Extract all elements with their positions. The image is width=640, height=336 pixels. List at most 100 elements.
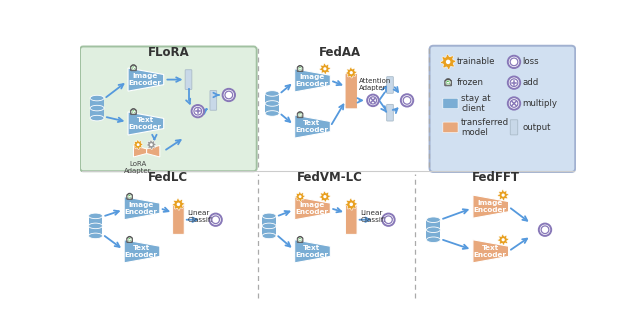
Polygon shape: [90, 98, 104, 118]
Text: FedAA: FedAA: [319, 46, 361, 59]
Ellipse shape: [262, 233, 276, 239]
Polygon shape: [88, 216, 102, 236]
Circle shape: [128, 195, 131, 198]
FancyBboxPatch shape: [445, 80, 451, 86]
Circle shape: [191, 105, 204, 117]
Text: output: output: [522, 123, 551, 132]
FancyBboxPatch shape: [210, 90, 216, 110]
Circle shape: [137, 143, 140, 146]
Polygon shape: [128, 112, 164, 135]
Polygon shape: [346, 199, 357, 210]
Ellipse shape: [88, 233, 102, 239]
Ellipse shape: [265, 111, 279, 116]
FancyBboxPatch shape: [173, 205, 184, 235]
Circle shape: [502, 194, 505, 197]
Circle shape: [150, 143, 153, 146]
Ellipse shape: [426, 227, 440, 233]
Ellipse shape: [88, 213, 102, 219]
FancyBboxPatch shape: [387, 77, 394, 93]
FancyBboxPatch shape: [185, 70, 192, 89]
FancyBboxPatch shape: [80, 46, 257, 171]
FancyBboxPatch shape: [510, 120, 518, 135]
FancyBboxPatch shape: [127, 195, 132, 199]
Circle shape: [508, 77, 520, 89]
Text: Image
Encoder: Image Encoder: [129, 73, 162, 86]
Text: Image
Encoder: Image Encoder: [295, 202, 328, 215]
Circle shape: [446, 80, 451, 85]
Circle shape: [212, 216, 220, 223]
Text: Image
Encoder: Image Encoder: [474, 200, 506, 213]
Text: Linear
Classifier: Linear Classifier: [360, 210, 394, 223]
Polygon shape: [262, 216, 276, 236]
FancyBboxPatch shape: [297, 113, 303, 118]
Text: multiply: multiply: [522, 99, 557, 108]
Polygon shape: [128, 68, 164, 91]
Circle shape: [209, 214, 222, 226]
FancyBboxPatch shape: [387, 104, 394, 121]
Polygon shape: [319, 64, 330, 74]
Text: Linear
Classifier: Linear Classifier: [188, 210, 221, 223]
Text: Text
Encoder: Text Encoder: [129, 117, 162, 130]
Text: add: add: [522, 78, 539, 87]
Circle shape: [539, 223, 551, 236]
Circle shape: [128, 238, 131, 241]
Polygon shape: [473, 195, 509, 218]
FancyBboxPatch shape: [127, 238, 132, 243]
Polygon shape: [134, 145, 147, 157]
Ellipse shape: [90, 95, 104, 101]
Circle shape: [298, 238, 302, 241]
FancyBboxPatch shape: [345, 74, 358, 109]
Text: loss: loss: [522, 57, 539, 67]
Ellipse shape: [426, 237, 440, 243]
FancyBboxPatch shape: [297, 67, 303, 72]
Circle shape: [349, 203, 353, 206]
Polygon shape: [426, 220, 440, 240]
Circle shape: [298, 67, 302, 71]
Polygon shape: [473, 240, 509, 263]
Circle shape: [403, 96, 411, 104]
FancyBboxPatch shape: [297, 238, 303, 243]
Circle shape: [194, 107, 202, 115]
Text: FedFFT: FedFFT: [472, 171, 520, 184]
Ellipse shape: [262, 213, 276, 219]
Text: transferred
model: transferred model: [461, 118, 509, 137]
Circle shape: [401, 94, 413, 107]
Circle shape: [385, 216, 392, 223]
Text: Text
Encoder: Text Encoder: [474, 245, 506, 258]
Ellipse shape: [265, 91, 279, 96]
FancyBboxPatch shape: [443, 122, 458, 133]
Polygon shape: [295, 192, 305, 201]
Polygon shape: [319, 191, 330, 202]
Text: FLoRA: FLoRA: [147, 46, 189, 59]
Circle shape: [349, 71, 353, 74]
Polygon shape: [498, 235, 509, 245]
Ellipse shape: [426, 217, 440, 222]
Polygon shape: [147, 145, 160, 157]
Text: frozen: frozen: [457, 78, 484, 87]
Polygon shape: [133, 140, 143, 150]
Text: Image
Encoder: Image Encoder: [125, 202, 157, 215]
Polygon shape: [294, 240, 330, 263]
Polygon shape: [265, 93, 279, 114]
FancyBboxPatch shape: [131, 66, 136, 71]
Polygon shape: [147, 140, 156, 150]
Text: stay at
client: stay at client: [461, 94, 491, 113]
Polygon shape: [440, 54, 456, 69]
Circle shape: [369, 97, 376, 104]
Text: Image
Encoder: Image Encoder: [295, 74, 328, 87]
Polygon shape: [294, 115, 330, 138]
FancyBboxPatch shape: [443, 98, 458, 109]
Text: trainable: trainable: [457, 57, 495, 67]
Polygon shape: [498, 190, 509, 200]
Circle shape: [541, 226, 549, 234]
Circle shape: [299, 195, 301, 198]
Circle shape: [382, 214, 395, 226]
FancyBboxPatch shape: [346, 205, 357, 235]
FancyBboxPatch shape: [429, 46, 575, 172]
Ellipse shape: [90, 105, 104, 111]
Circle shape: [225, 91, 233, 99]
Ellipse shape: [90, 115, 104, 121]
FancyBboxPatch shape: [131, 110, 136, 115]
Polygon shape: [294, 69, 330, 92]
Circle shape: [323, 195, 326, 198]
